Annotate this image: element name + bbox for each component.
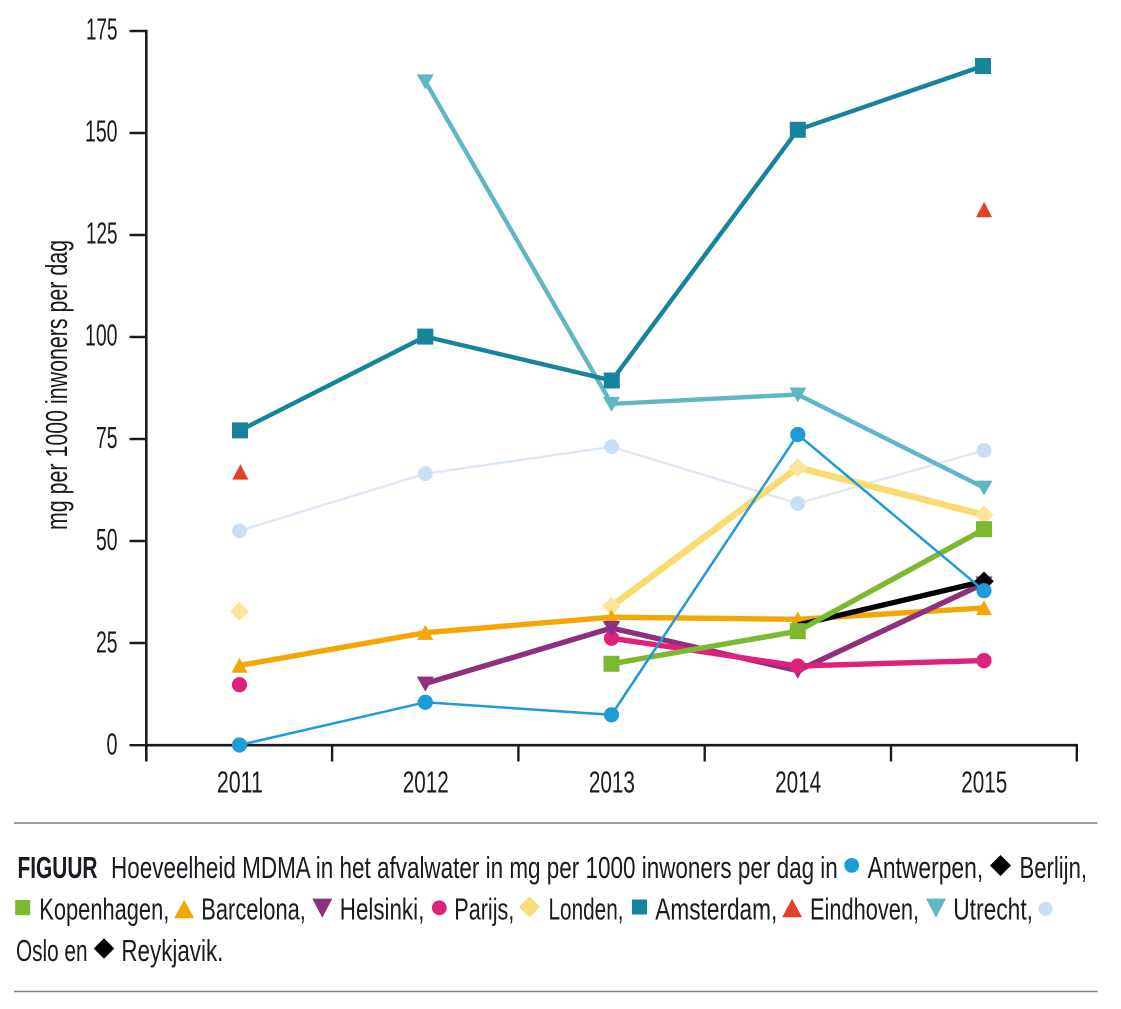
svg-text:Barcelona,: Barcelona,: [201, 892, 306, 927]
svg-text:Reykjavik.: Reykjavik.: [121, 933, 223, 968]
svg-text:2012: 2012: [403, 765, 449, 800]
svg-text:Oslo en: Oslo en: [16, 933, 88, 968]
svg-text:Utrecht,: Utrecht,: [953, 892, 1033, 927]
svg-text:Londen,: Londen,: [549, 892, 624, 927]
svg-text:Amsterdam,: Amsterdam,: [655, 892, 777, 927]
svg-text:Parijs,: Parijs,: [454, 892, 514, 927]
svg-text:50: 50: [96, 522, 118, 557]
svg-text:100: 100: [85, 318, 118, 353]
svg-text:Kopenhagen,: Kopenhagen,: [39, 892, 169, 927]
svg-text:Berlijn,: Berlijn,: [1020, 850, 1088, 885]
svg-text:Helsinki,: Helsinki,: [340, 892, 425, 927]
svg-text:175: 175: [86, 12, 118, 47]
svg-text:125: 125: [86, 216, 118, 251]
svg-text:FIGUUR: FIGUUR: [18, 850, 98, 885]
svg-text:Hoeveelheid MDMA in het afvalw: Hoeveelheid MDMA in het afvalwater in mg…: [111, 850, 838, 885]
svg-text:Antwerpen,: Antwerpen,: [868, 850, 984, 885]
svg-text:2011: 2011: [217, 765, 263, 800]
svg-text:Eindhoven,: Eindhoven,: [810, 892, 919, 927]
svg-text:2014: 2014: [775, 765, 821, 800]
svg-text:mg per 1000 inwoners per dag: mg per 1000 inwoners per dag: [39, 240, 74, 530]
svg-text:2015: 2015: [961, 765, 1007, 800]
svg-text:150: 150: [85, 114, 118, 149]
svg-text:0: 0: [107, 727, 118, 762]
svg-text:25: 25: [96, 625, 118, 660]
svg-text:75: 75: [96, 420, 118, 455]
svg-text:2013: 2013: [589, 765, 635, 800]
